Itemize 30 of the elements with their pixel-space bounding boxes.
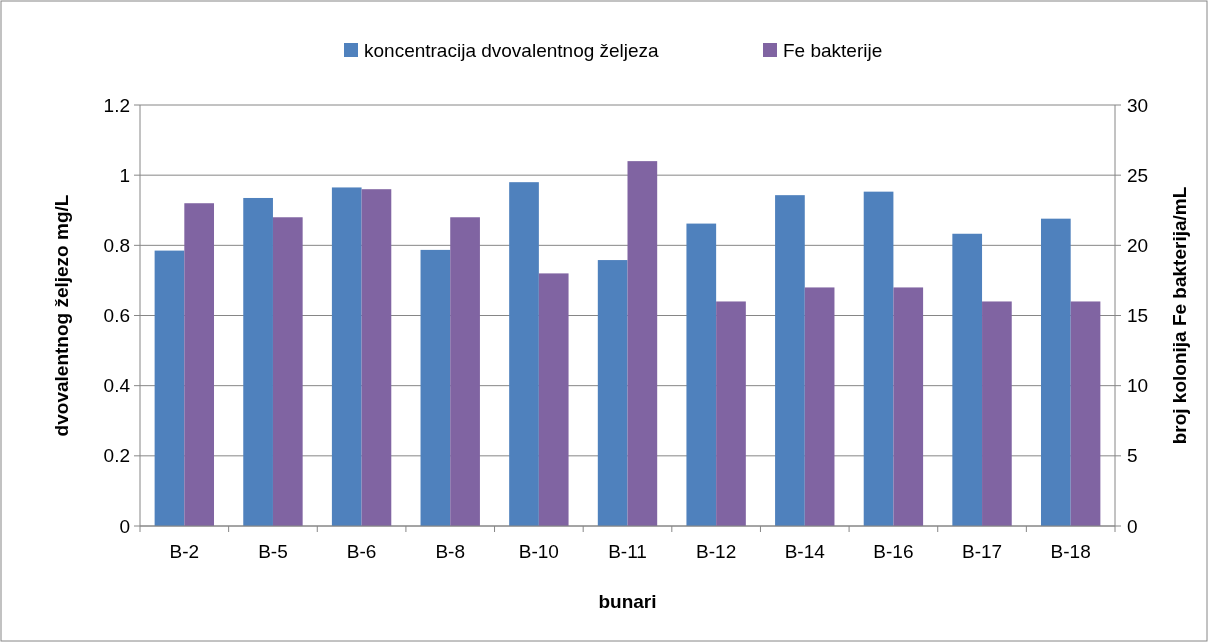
legend-label: Fe bakterije: [783, 39, 883, 61]
y2-axis-title: broj kolonija Fe bakterija/mL: [1169, 186, 1190, 445]
y2-tick-label: 25: [1127, 164, 1149, 186]
y-tick-label: 0.6: [103, 305, 130, 327]
y2-tick-label: 15: [1127, 305, 1149, 327]
x-axis-title: bunari: [598, 591, 657, 612]
y-tick-label: 0: [119, 515, 130, 537]
x-tick-label: B-5: [258, 541, 288, 562]
y2-tick-label: 5: [1127, 445, 1138, 467]
y-axis-title: dvovalentnog željezo mg/L: [51, 194, 72, 437]
x-tick-label: B-2: [169, 541, 200, 562]
y-tick-label: 0.2: [103, 445, 130, 467]
y2-tick-label: 10: [1127, 375, 1149, 397]
y-tick-label: 0.4: [103, 375, 131, 397]
y2-tick-label: 30: [1127, 94, 1149, 116]
y-tick-label: 1: [119, 164, 130, 186]
legend-label: koncentracija dvovalentnog željeza: [364, 39, 660, 61]
y2-tick-label: 20: [1127, 234, 1149, 256]
x-tick-label: B-8: [435, 541, 466, 562]
x-tick-label: B-10: [518, 541, 559, 562]
x-tick-label: B-11: [608, 541, 647, 562]
x-tick-label: B-17: [961, 541, 1003, 562]
y2-tick-label: 0: [1127, 515, 1138, 537]
x-tick-label: B-16: [873, 541, 914, 562]
y-tick-label: 0.8: [103, 234, 130, 256]
x-tick-label: B-14: [784, 541, 826, 562]
y-tick-label: 1.2: [103, 94, 130, 116]
x-tick-label: B-18: [1050, 541, 1091, 562]
x-tick-label: B-12: [696, 541, 737, 562]
x-tick-label: B-6: [346, 541, 377, 562]
